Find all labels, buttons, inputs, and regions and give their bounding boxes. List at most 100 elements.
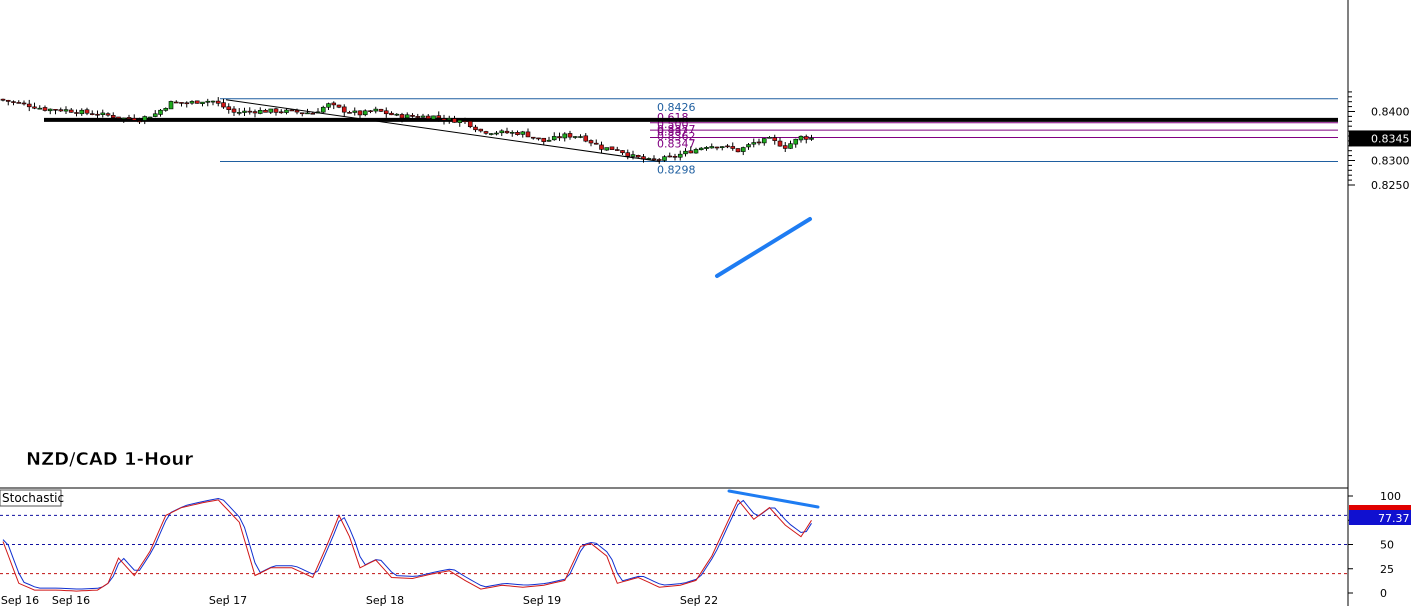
candle-body	[173, 101, 179, 104]
candle	[137, 117, 142, 125]
candle-body	[782, 145, 788, 149]
candle-body	[121, 117, 127, 120]
candle-body	[693, 149, 699, 154]
candle	[247, 107, 253, 115]
candle-body	[525, 131, 531, 138]
candle-body	[499, 130, 505, 134]
candle	[767, 136, 772, 139]
candle-body	[179, 102, 184, 104]
candle	[173, 100, 179, 104]
candle-body	[226, 106, 232, 110]
candle-body	[210, 100, 216, 103]
candle	[289, 109, 295, 112]
candle-body	[494, 132, 499, 135]
candle-body	[189, 101, 195, 104]
candle-body	[677, 153, 683, 158]
candle-body	[798, 135, 804, 141]
candle-body	[614, 149, 620, 151]
candle	[436, 111, 442, 122]
candle	[494, 131, 499, 136]
candle	[32, 102, 37, 110]
candle-body	[583, 135, 589, 142]
candle-body	[557, 136, 562, 139]
candle-body	[158, 109, 163, 115]
candle	[394, 113, 400, 117]
candle	[252, 109, 258, 118]
candle	[515, 130, 520, 136]
candle-body	[116, 116, 121, 119]
candle-body	[378, 108, 384, 112]
candle-body	[320, 106, 326, 113]
candle	[667, 152, 673, 158]
candle	[793, 138, 799, 148]
candle-body	[530, 136, 536, 139]
candle	[21, 100, 27, 106]
candle-body	[415, 116, 421, 118]
candle	[546, 136, 552, 142]
annotations	[225, 99, 812, 278]
candle	[683, 148, 688, 157]
candle-body	[68, 109, 74, 113]
candle-body	[347, 112, 352, 114]
candle-body	[551, 136, 557, 141]
stochastic-signal-badge	[1349, 505, 1411, 510]
candle-body	[221, 102, 226, 108]
stochastic-label-box[interactable]	[0, 489, 62, 507]
time-tick-label: Sep 19	[523, 594, 561, 606]
candle-body	[452, 118, 457, 123]
time-tick-label: Sep 16	[1, 594, 39, 606]
candle-body	[362, 110, 368, 116]
candle	[746, 142, 751, 150]
stochastic-value-label: 77.37	[1378, 512, 1410, 525]
candle	[53, 108, 58, 115]
candle	[599, 141, 604, 154]
candle-body	[436, 115, 442, 119]
candle-body	[341, 106, 347, 113]
candle	[457, 118, 463, 127]
candle-body	[331, 102, 337, 106]
candle-body	[357, 110, 363, 116]
candle-body	[446, 117, 452, 121]
candle	[756, 138, 762, 146]
candle-body	[767, 137, 772, 139]
candle-body	[777, 140, 783, 147]
price-trendline	[715, 217, 812, 278]
candle	[730, 142, 736, 151]
candle	[89, 110, 95, 116]
candle-body	[593, 142, 599, 145]
candle	[215, 97, 221, 107]
candle-body	[37, 107, 43, 110]
candle-body	[536, 137, 541, 140]
candle-body	[662, 156, 667, 161]
candle-body	[572, 136, 578, 138]
candle-body	[389, 112, 394, 116]
candle	[431, 115, 436, 121]
candle	[772, 134, 778, 145]
candle-body	[284, 109, 289, 113]
candle	[709, 143, 715, 149]
candle	[95, 110, 100, 120]
candle	[231, 106, 237, 116]
candle-body	[746, 144, 751, 148]
candle-body	[541, 137, 547, 142]
stochastic-tick-label: 25	[1380, 563, 1394, 576]
candle-body	[11, 101, 16, 103]
candle	[16, 100, 22, 104]
candle-body	[16, 102, 22, 104]
candle-body	[567, 133, 573, 138]
candle	[803, 134, 809, 144]
candle-body	[394, 113, 400, 116]
price-tick-label: 0.8250	[1371, 179, 1410, 192]
candle-body	[326, 103, 331, 108]
candle-body	[467, 120, 473, 128]
candle	[121, 117, 127, 123]
candle	[37, 105, 43, 110]
candle-body	[231, 108, 237, 113]
candle-body	[683, 150, 688, 155]
candle	[761, 138, 767, 146]
candle-body	[515, 132, 520, 135]
level-lines: 0.84260.82980.6180.83770.5000.83620.3820…	[44, 98, 1338, 176]
stochastic-line-2	[2, 498, 812, 592]
